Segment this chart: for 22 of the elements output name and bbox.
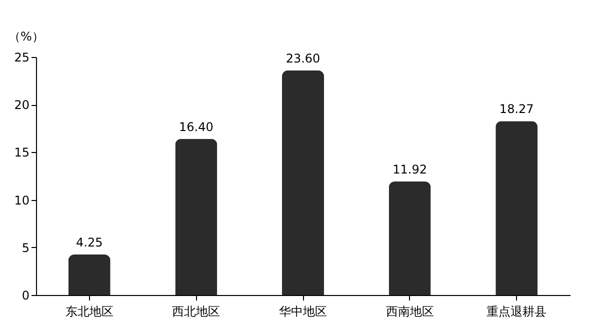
y-tick-label: 0 [22,288,30,302]
y-tick-label: 20 [14,98,30,112]
data-label: 23.60 [286,51,320,66]
bar [388,182,431,295]
y-axis-title: （%） [8,30,44,44]
x-tick-label: 西南地区 [386,304,434,318]
y-tick-label: 15 [14,146,30,160]
data-label: 4.25 [76,236,103,250]
bar [496,121,538,295]
bar [282,70,324,295]
y-tick-label: 5 [22,240,30,255]
data-label: 18.27 [499,102,534,116]
x-tick-label: 重点退耕县 [486,304,547,318]
bar [68,254,110,295]
bar [175,138,218,295]
data-label: 16.40 [179,120,214,134]
x-tick-label: 东北地区 [65,304,114,318]
x-tick-label: 华中地区 [279,304,327,318]
y-tick-label: 10 [14,193,30,208]
x-tick-label: 西北地区 [172,304,220,318]
y-tick-label: 25 [14,50,30,64]
data-label: 11.92 [392,162,427,177]
